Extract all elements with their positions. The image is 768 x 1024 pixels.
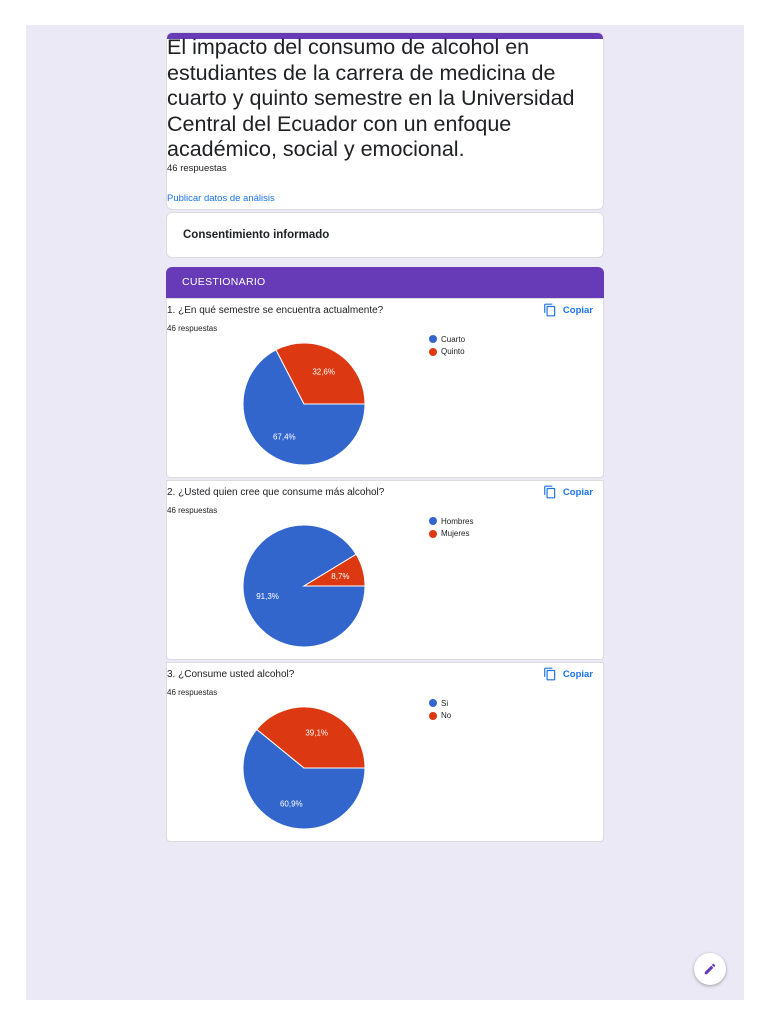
pie-label: 39,1% [305,728,328,737]
pie-slice-cuarto [242,349,366,466]
pie-label: 60,9% [280,800,303,809]
pencil-icon [704,963,716,975]
question-response-count: 46 respuestas [167,324,218,333]
legend-label: No [441,711,452,721]
copy-button[interactable]: Copiar [543,303,593,317]
legend-item: Cuarto [429,333,465,346]
legend-label: Si [441,698,449,708]
question-response-count: 46 respuestas [167,688,218,697]
copy-label: Copiar [562,668,593,680]
legend-item: Si [429,697,451,710]
question-response-count: 46 respuestas [167,506,218,515]
copy-button[interactable]: Copiar [543,667,593,681]
legend-item: Quinto [429,346,465,359]
pie-chart: 91,3% 8,7% [242,524,366,648]
pie-label: 32,6% [312,368,335,377]
pie-slice-quinto [275,342,366,405]
pie-label: 8,7% [331,572,349,581]
pie-slice-no [256,706,366,769]
legend-dot [429,529,437,538]
response-count: 46 respuestas [167,163,227,174]
chart-legend: Si No [429,697,451,722]
copy-icon [544,485,556,499]
copy-label: Copiar [562,486,593,498]
question-card: 3. ¿Consume usted alcohol? 46 respuestas… [166,662,604,842]
pie-label: 67,4% [273,432,296,441]
section-header: CUESTIONARIO [166,267,604,298]
publish-analysis-link[interactable]: Publicar datos de análisis [167,193,275,204]
question-title: 2. ¿Usted quien cree que consume más alc… [167,487,385,498]
legend-item: No [429,710,451,723]
copy-button[interactable]: Copiar [543,485,593,499]
consent-title: Consentimiento informado [183,229,330,241]
edit-fab-button[interactable] [694,953,726,985]
pie-slice-si [242,728,366,830]
legend-dot [429,711,437,720]
chart-legend: Hombres Mujeres [429,515,473,540]
form-header-card: El impacto del consumo de alcohol en est… [166,32,604,210]
pie-slice-mujeres [302,553,366,587]
header-accent-bar [167,33,603,39]
legend-label: Quinto [441,347,465,357]
form-title: El impacto del consumo de alcohol en est… [167,35,575,162]
copy-icon [544,667,556,681]
legend-item: Mujeres [429,528,473,541]
question-title: 1. ¿En qué semestre se encuentra actualm… [167,305,384,316]
pie-chart: 67,4% 32,6% [242,342,366,466]
question-card: 1. ¿En qué semestre se encuentra actualm… [166,298,604,478]
question-title: 3. ¿Consume usted alcohol? [167,669,295,680]
pie-chart: 60,9% 39,1% [242,706,366,830]
legend-label: Mujeres [441,529,470,539]
legend-dot [429,335,437,344]
legend-label: Cuarto [441,334,466,344]
chart-legend: Cuarto Quinto [429,333,465,358]
legend-dot [429,699,437,708]
section-title: CUESTIONARIO [182,276,266,288]
copy-label: Copiar [562,304,593,316]
legend-dot [429,347,437,356]
copy-icon [544,303,556,317]
pie-label: 91,3% [256,592,279,601]
legend-dot [429,517,437,526]
question-card: 2. ¿Usted quien cree que consume más alc… [166,480,604,660]
legend-item: Hombres [429,515,473,528]
legend-label: Hombres [441,516,474,526]
consent-section-card[interactable]: Consentimiento informado [166,212,604,258]
